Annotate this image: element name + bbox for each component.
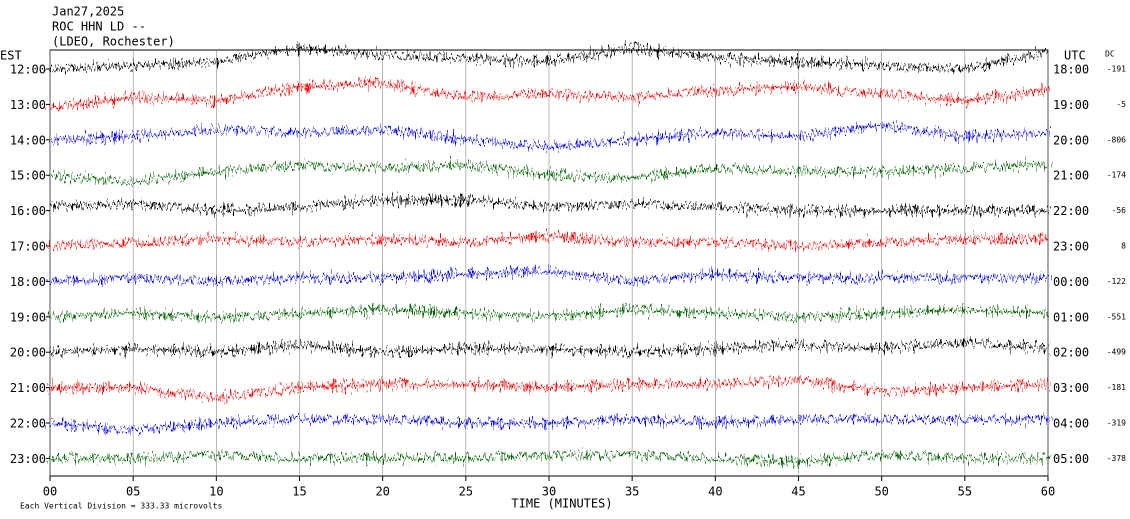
row-label-est: 23:00	[10, 452, 46, 466]
x-axis-label: TIME (MINUTES)	[511, 497, 612, 511]
row-label-est: 16:00	[10, 204, 46, 218]
row-label-utc: 03:00	[1053, 381, 1089, 395]
x-tick-label: 50	[874, 485, 888, 499]
dc-label: DC	[1105, 50, 1115, 59]
x-tick-label: 00	[43, 485, 57, 499]
trace	[50, 453, 1048, 464]
row-label-est: 18:00	[10, 275, 46, 289]
x-tick-label: 25	[459, 485, 473, 499]
x-tick-label: 15	[292, 485, 306, 499]
dc-value: -174	[1107, 171, 1126, 180]
trace	[49, 269, 1048, 283]
row-label-utc: 18:00	[1053, 63, 1089, 77]
dc-value: -5	[1116, 100, 1126, 109]
dc-value: -122	[1107, 277, 1126, 286]
row-label-utc: 23:00	[1053, 240, 1089, 254]
row-label-est: 14:00	[10, 133, 46, 147]
dc-value: -378	[1107, 454, 1126, 463]
x-tick-label: 40	[708, 485, 722, 499]
row-label-utc: 05:00	[1053, 452, 1089, 466]
title-line: ROC HHN LD --	[52, 20, 146, 34]
dc-value: -806	[1107, 135, 1126, 144]
trace	[49, 46, 1049, 71]
row-label-est: 13:00	[10, 98, 46, 112]
x-tick-label: 55	[958, 485, 972, 499]
row-label-utc: 00:00	[1053, 275, 1089, 289]
trace	[49, 124, 1049, 149]
trace	[49, 82, 1049, 109]
dc-value: -551	[1107, 312, 1126, 321]
trace	[49, 163, 1049, 184]
dc-value: -319	[1107, 419, 1126, 428]
row-label-est: 12:00	[10, 63, 46, 77]
trace	[49, 198, 1048, 212]
row-label-est: 22:00	[10, 417, 46, 431]
trace	[49, 340, 1049, 354]
row-label-est: 17:00	[10, 240, 46, 254]
title-line: (LDEO, Rochester)	[52, 35, 175, 49]
x-tick-label: 20	[375, 485, 389, 499]
x-tick-label: 05	[126, 485, 140, 499]
row-label-est: 21:00	[10, 381, 46, 395]
dc-value: -191	[1107, 65, 1126, 74]
dc-value: -499	[1107, 348, 1126, 357]
row-label-est: 15:00	[10, 169, 46, 183]
row-label-utc: 02:00	[1053, 346, 1089, 360]
trace	[49, 308, 1049, 318]
row-label-utc: 04:00	[1053, 417, 1089, 431]
x-tick-label: 10	[209, 485, 223, 499]
row-label-est: 19:00	[10, 310, 46, 324]
row-label-utc: 20:00	[1053, 133, 1089, 147]
x-tick-label: 35	[625, 485, 639, 499]
trace	[49, 418, 1048, 432]
x-tick-label: 60	[1041, 485, 1055, 499]
trace	[49, 234, 1048, 248]
trace	[50, 379, 1049, 400]
dc-value: -181	[1107, 383, 1126, 392]
row-label-est: 20:00	[10, 346, 46, 360]
row-label-utc: 21:00	[1053, 169, 1089, 183]
dc-value: -56	[1112, 206, 1127, 215]
x-tick-label: 30	[542, 485, 556, 499]
right-axis-label: UTC	[1064, 49, 1086, 63]
footnote: Each Vertical Division = 333.33 microvol…	[20, 502, 222, 511]
dc-value: 8	[1121, 242, 1126, 251]
left-axis-label: EST	[0, 49, 22, 63]
row-label-utc: 19:00	[1053, 98, 1089, 112]
x-tick-label: 45	[791, 485, 805, 499]
row-label-utc: 22:00	[1053, 204, 1089, 218]
row-label-utc: 01:00	[1053, 310, 1089, 324]
title-line: Jan27,2025	[52, 5, 124, 19]
